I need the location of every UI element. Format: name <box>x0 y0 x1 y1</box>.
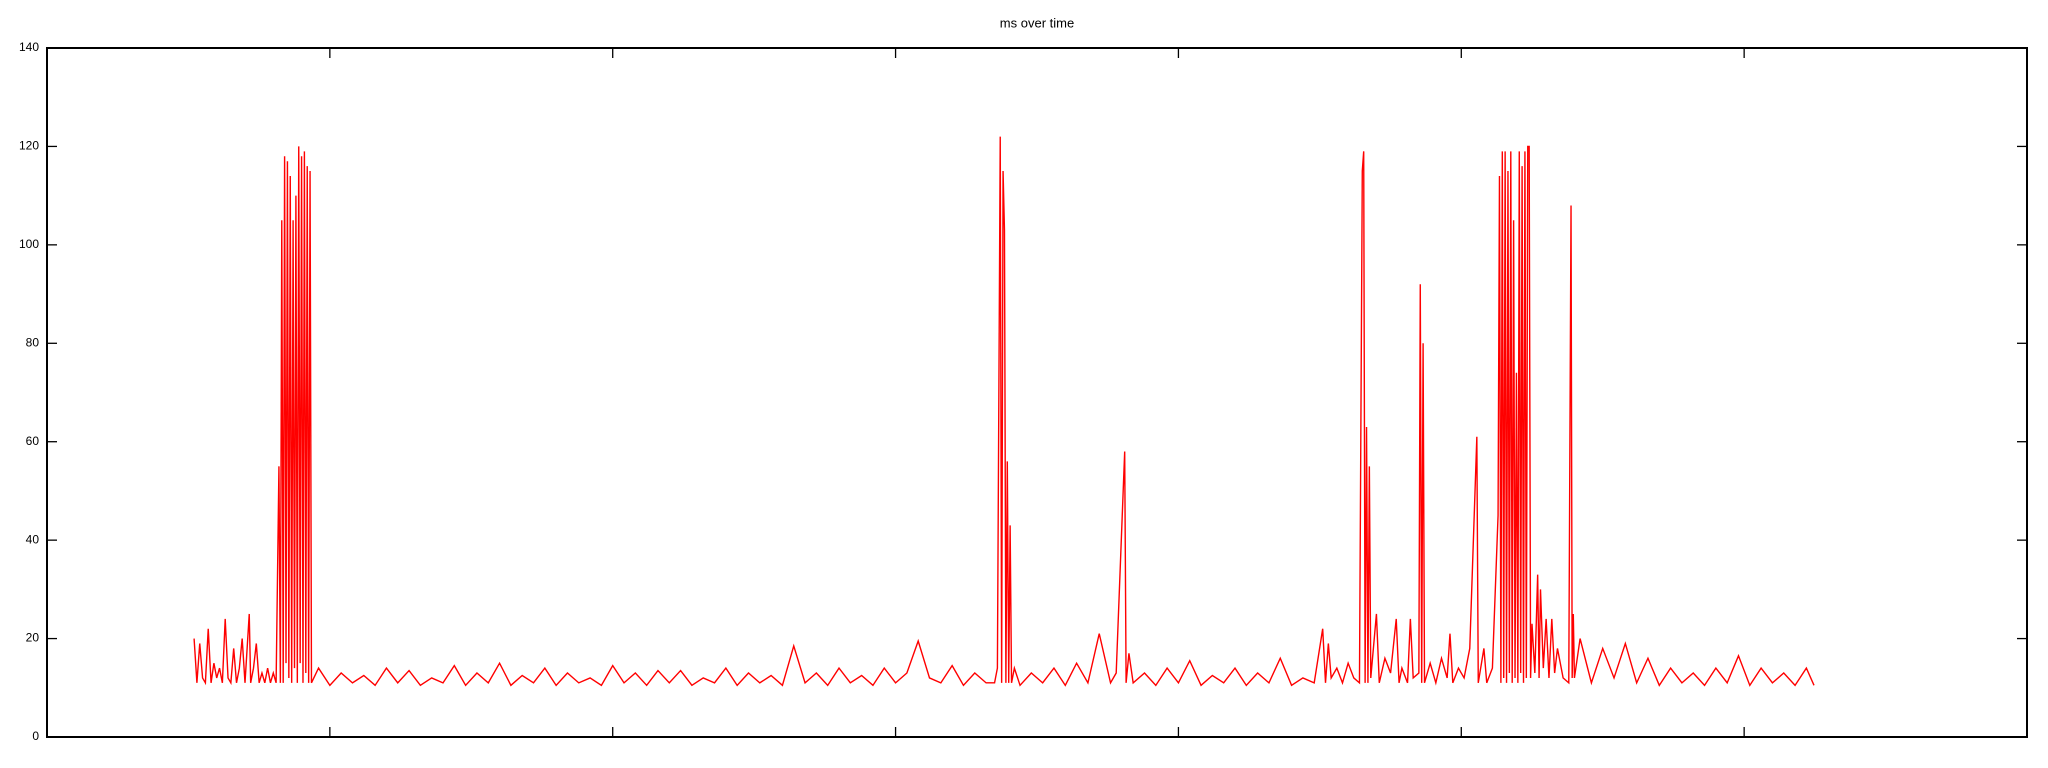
y-tick-label: 20 <box>26 631 40 645</box>
plot-frame <box>46 47 2028 738</box>
y-tick-label: 40 <box>26 532 40 546</box>
y-tick-label: 80 <box>26 335 40 349</box>
y-tick-label: 0 <box>32 729 39 743</box>
y-tick-label: 140 <box>19 40 39 54</box>
chart-title: ms over time <box>1000 15 1074 30</box>
data-line <box>193 136 1815 687</box>
y-tick-label: 100 <box>19 237 39 251</box>
y-tick-label: 60 <box>26 434 40 448</box>
y-tick-label: 120 <box>19 139 39 153</box>
